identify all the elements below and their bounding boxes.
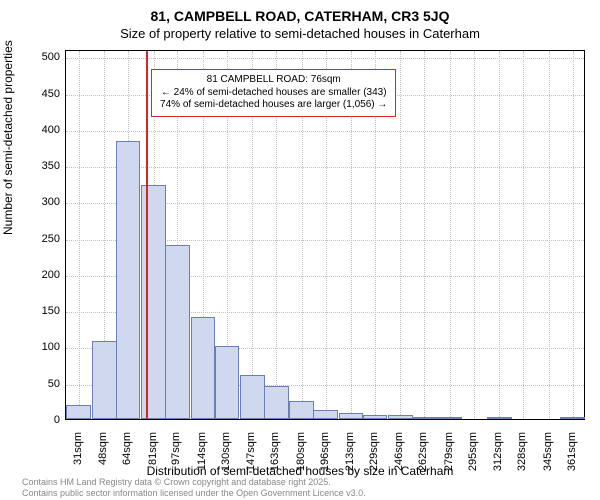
histogram-bar	[116, 141, 141, 419]
annotation-line: 74% of semi-detached houses are larger (…	[160, 99, 387, 112]
x-tick-label: 295sqm	[467, 432, 479, 482]
histogram-bar	[437, 417, 462, 419]
x-tick-label: 196sqm	[319, 432, 331, 482]
histogram-bar	[289, 401, 314, 419]
chart-subtitle: Size of property relative to semi-detach…	[0, 26, 600, 41]
y-tick-label: 50	[20, 378, 60, 390]
x-tick-label: 31sqm	[72, 432, 84, 482]
annotation-line: 81 CAMPBELL ROAD: 76sqm	[160, 74, 387, 87]
histogram-bar	[92, 341, 117, 419]
plot-area: 81 CAMPBELL ROAD: 76sqm← 24% of semi-det…	[65, 50, 585, 420]
x-tick-label: 97sqm	[170, 432, 182, 482]
histogram-bar	[412, 417, 437, 419]
annotation-line: ← 24% of semi-detached houses are smalle…	[160, 87, 387, 100]
grid-vertical	[573, 51, 574, 419]
grid-vertical	[499, 51, 500, 419]
y-tick-label: 100	[20, 341, 60, 353]
grid-vertical	[424, 51, 425, 419]
x-tick-label: 312sqm	[492, 432, 504, 482]
x-tick-label: 246sqm	[393, 432, 405, 482]
histogram-bar	[240, 375, 265, 419]
histogram-chart: 81, CAMPBELL ROAD, CATERHAM, CR3 5JQ Siz…	[0, 0, 600, 500]
y-tick-label: 200	[20, 269, 60, 281]
y-tick-label: 500	[20, 51, 60, 63]
grid-vertical	[400, 51, 401, 419]
y-tick-label: 400	[20, 124, 60, 136]
y-tick-label: 250	[20, 233, 60, 245]
marker-line	[146, 51, 148, 419]
histogram-bar	[313, 410, 338, 419]
histogram-bar	[487, 417, 512, 419]
histogram-bar	[363, 415, 388, 419]
grid-vertical	[474, 51, 475, 419]
histogram-bar	[66, 405, 91, 420]
histogram-bar	[560, 417, 585, 419]
histogram-bar	[339, 413, 364, 419]
x-tick-label: 64sqm	[121, 432, 133, 482]
histogram-bar	[141, 185, 166, 419]
y-axis-label: Number of semi-detached properties	[1, 40, 15, 235]
y-tick-label: 0	[20, 414, 60, 426]
x-tick-label: 345sqm	[542, 432, 554, 482]
chart-title: 81, CAMPBELL ROAD, CATERHAM, CR3 5JQ	[0, 8, 600, 24]
histogram-bar	[215, 346, 240, 419]
histogram-bar	[191, 317, 216, 419]
x-tick-label: 48sqm	[97, 432, 109, 482]
x-tick-label: 279sqm	[443, 432, 455, 482]
annotation-box: 81 CAMPBELL ROAD: 76sqm← 24% of semi-det…	[151, 69, 396, 117]
x-tick-label: 114sqm	[196, 432, 208, 482]
histogram-bar	[165, 245, 190, 419]
y-tick-label: 450	[20, 88, 60, 100]
x-tick-label: 130sqm	[220, 432, 232, 482]
y-tick-label: 350	[20, 160, 60, 172]
histogram-bar	[388, 415, 413, 419]
x-tick-label: 163sqm	[269, 432, 281, 482]
grid-vertical	[450, 51, 451, 419]
x-tick-label: 229sqm	[368, 432, 380, 482]
x-tick-label: 328sqm	[516, 432, 528, 482]
x-tick-label: 180sqm	[295, 432, 307, 482]
attribution-line2: Contains public sector information licen…	[22, 488, 366, 498]
x-tick-label: 81sqm	[147, 432, 159, 482]
grid-vertical	[79, 51, 80, 419]
x-tick-label: 213sqm	[344, 432, 356, 482]
grid-vertical	[523, 51, 524, 419]
x-tick-label: 361sqm	[566, 432, 578, 482]
y-tick-label: 300	[20, 196, 60, 208]
x-tick-label: 147sqm	[245, 432, 257, 482]
y-tick-label: 150	[20, 305, 60, 317]
x-tick-label: 262sqm	[417, 432, 429, 482]
grid-vertical	[549, 51, 550, 419]
histogram-bar	[264, 386, 289, 419]
